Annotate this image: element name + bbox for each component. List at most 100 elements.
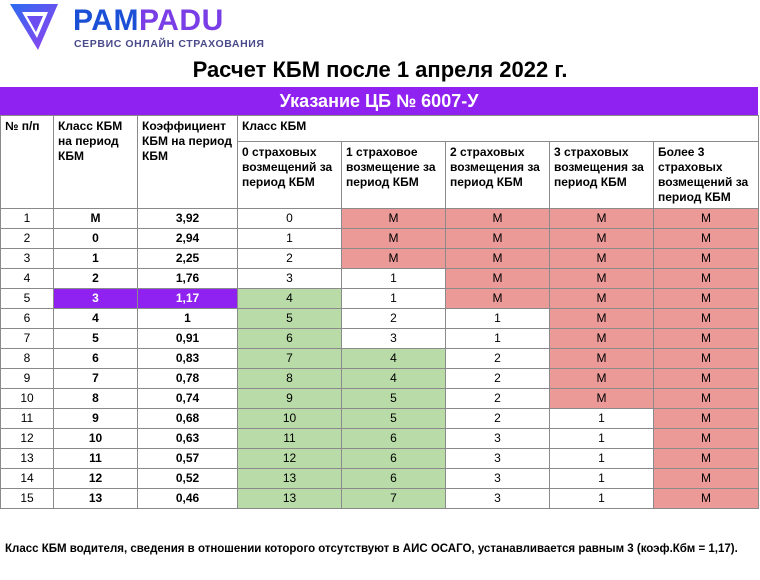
claims-0-cell: 10 — [237, 408, 342, 429]
kbm-table: № п/п Класс КБМ на период КБМ Коэффициен… — [0, 115, 760, 509]
coefficient-cell: 1,17 — [137, 288, 238, 309]
row-number-cell: 15 — [0, 488, 54, 509]
claims-0-cell: 4 — [237, 288, 342, 309]
claims-4-cell: М — [652, 348, 760, 369]
claims-4-cell: М — [652, 308, 760, 329]
claims-2-cell: 3 — [445, 428, 550, 449]
claims-3-cell: М — [549, 348, 654, 369]
coefficient-cell: 0,46 — [137, 488, 238, 509]
coefficient-cell: 0,63 — [137, 428, 238, 449]
claims-0-cell: 5 — [237, 308, 342, 329]
header-claims-more-3: Более 3 страховых возмещений за период К… — [652, 141, 760, 209]
claims-4-cell: М — [652, 388, 760, 409]
brand-tagline: СЕРВИС ОНЛАЙН СТРАХОВАНИЯ — [74, 38, 265, 50]
table-row: 12 10 0,63 11 6 3 1 М — [0, 428, 760, 449]
class-period-cell: 0 — [53, 228, 138, 249]
claims-0-cell: 7 — [237, 348, 342, 369]
claims-1-cell: 1 — [341, 268, 446, 289]
claims-0-cell: 12 — [237, 448, 342, 469]
class-period-cell: 11 — [53, 448, 138, 469]
claims-3-cell: М — [549, 388, 654, 409]
claims-3-cell: М — [549, 208, 654, 229]
claims-2-cell: 2 — [445, 368, 550, 389]
claims-0-cell: 9 — [237, 388, 342, 409]
coefficient-cell: 0,57 — [137, 448, 238, 469]
table-row: 4 2 1,76 3 1 М М М — [0, 268, 760, 289]
table-row: 7 5 0,91 6 3 1 М М — [0, 328, 760, 349]
claims-0-cell: 8 — [237, 368, 342, 389]
row-number-cell: 6 — [0, 308, 54, 329]
claims-3-cell: М — [549, 248, 654, 269]
class-period-cell: М — [53, 208, 138, 229]
class-period-cell: 2 — [53, 268, 138, 289]
claims-4-cell: М — [652, 368, 760, 389]
class-period-cell: 6 — [53, 348, 138, 369]
coefficient-cell: 1 — [137, 308, 238, 329]
claims-2-cell: М — [445, 248, 550, 269]
class-period-cell: 8 — [53, 388, 138, 409]
coefficient-cell: 2,25 — [137, 248, 238, 269]
claims-4-cell: М — [652, 248, 760, 269]
row-number-cell: 4 — [0, 268, 54, 289]
coefficient-cell: 0,68 — [137, 408, 238, 429]
claims-4-cell: М — [652, 488, 760, 509]
claims-4-cell: М — [652, 228, 760, 249]
brand-name-part2: PADU — [138, 4, 224, 37]
row-number-cell: 10 — [0, 388, 54, 409]
claims-2-cell: М — [445, 288, 550, 309]
claims-4-cell: М — [652, 468, 760, 489]
claims-3-cell: 1 — [549, 408, 654, 429]
table-row: 5 3 1,17 4 1 М М М — [0, 288, 760, 309]
claims-1-cell: 6 — [341, 428, 446, 449]
coefficient-cell: 0,74 — [137, 388, 238, 409]
coefficient-cell: 0,78 — [137, 368, 238, 389]
table-row: 11 9 0,68 10 5 2 1 М — [0, 408, 760, 429]
table-row: 14 12 0,52 13 6 3 1 М — [0, 468, 760, 489]
coefficient-cell: 0,91 — [137, 328, 238, 349]
claims-2-cell: 3 — [445, 468, 550, 489]
class-period-cell: 13 — [53, 488, 138, 509]
row-number-cell: 9 — [0, 368, 54, 389]
row-number-cell: 2 — [0, 228, 54, 249]
row-number-cell: 8 — [0, 348, 54, 369]
claims-1-cell: 4 — [341, 348, 446, 369]
row-number-cell: 1 — [0, 208, 54, 229]
row-number-cell: 3 — [0, 248, 54, 269]
row-number-cell: 12 — [0, 428, 54, 449]
header-claims-3: 3 страховых возмещения за период КБМ — [549, 141, 654, 209]
table-row: 10 8 0,74 9 5 2 М М — [0, 388, 760, 409]
class-period-cell: 12 — [53, 468, 138, 489]
claims-3-cell: 1 — [549, 488, 654, 509]
claims-0-cell: 0 — [237, 208, 342, 229]
kbm-table-body: 1 М 3,92 0 М М М М 2 0 2,94 1 М М М М 3 1 2,25 2 М М М М 4 2 1,76 3… — [0, 208, 760, 509]
row-number-cell: 13 — [0, 448, 54, 469]
claims-2-cell: М — [445, 208, 550, 229]
class-period-cell: 9 — [53, 408, 138, 429]
claims-4-cell: М — [652, 288, 760, 309]
coefficient-cell: 2,94 — [137, 228, 238, 249]
regulation-banner: Указание ЦБ № 6007-У — [0, 87, 758, 115]
claims-3-cell: М — [549, 268, 654, 289]
table-row: 15 13 0,46 13 7 3 1 М — [0, 488, 760, 509]
table-row: 13 11 0,57 12 6 3 1 М — [0, 448, 760, 469]
class-period-cell: 10 — [53, 428, 138, 449]
claims-3-cell: М — [549, 228, 654, 249]
claims-0-cell: 6 — [237, 328, 342, 349]
table-row: 8 6 0,83 7 4 2 М М — [0, 348, 760, 369]
header-class-period: Класс КБМ на период КБМ — [53, 115, 138, 209]
table-row: 9 7 0,78 8 4 2 М М — [0, 368, 760, 389]
claims-3-cell: 1 — [549, 448, 654, 469]
claims-2-cell: 1 — [445, 308, 550, 329]
claims-4-cell: М — [652, 408, 760, 429]
claims-0-cell: 13 — [237, 488, 342, 509]
claims-1-cell: 2 — [341, 308, 446, 329]
row-number-cell: 14 — [0, 468, 54, 489]
footnote: Класс КБМ водителя, сведения в отношении… — [5, 543, 738, 555]
claims-0-cell: 13 — [237, 468, 342, 489]
coefficient-cell: 0,83 — [137, 348, 238, 369]
claims-2-cell: 2 — [445, 348, 550, 369]
brand-name: PAMPADU — [73, 4, 224, 38]
header-claims-2: 2 страховых возмещения за период КБМ — [445, 141, 550, 209]
coefficient-cell: 1,76 — [137, 268, 238, 289]
claims-4-cell: М — [652, 328, 760, 349]
